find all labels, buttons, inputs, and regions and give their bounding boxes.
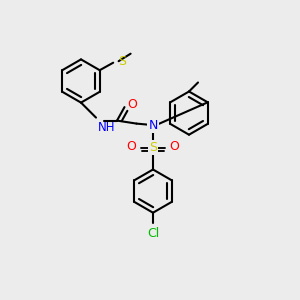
Text: S: S — [118, 55, 127, 68]
Text: Cl: Cl — [147, 227, 159, 240]
Text: O: O — [128, 98, 137, 111]
Text: O: O — [169, 140, 179, 153]
Text: S: S — [149, 141, 157, 154]
Text: O: O — [127, 140, 136, 153]
Text: NH: NH — [98, 121, 115, 134]
Text: N: N — [148, 118, 158, 132]
